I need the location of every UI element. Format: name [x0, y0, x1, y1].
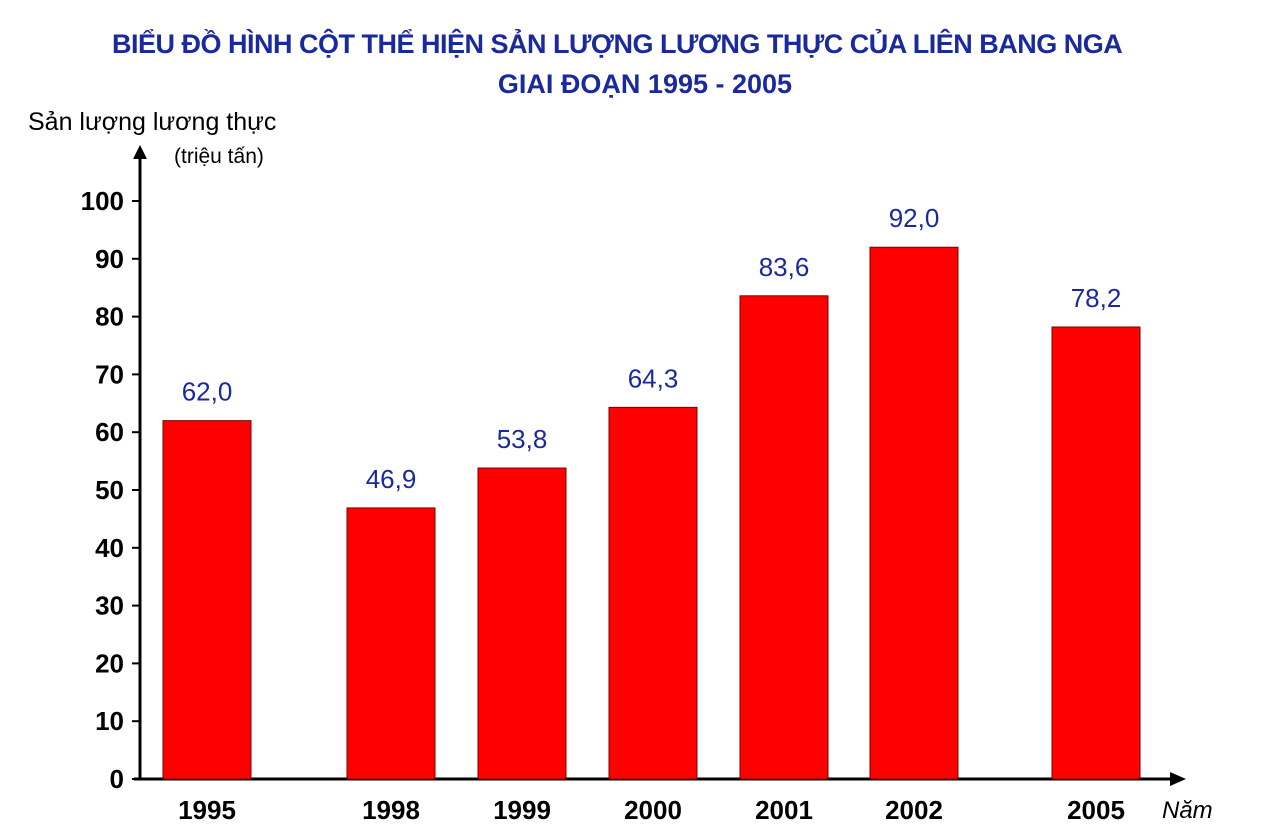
bar — [346, 507, 436, 780]
bar-value-label: 62,0 — [182, 377, 233, 407]
y-axis-label: Sản lượng lương thực — [28, 108, 276, 136]
y-tick-label: 0 — [110, 764, 124, 794]
chart-title-line2: GIAI ĐOẠN 1995 - 2005 — [497, 69, 793, 99]
bar — [162, 420, 252, 780]
bar-value-label: 78,2 — [1071, 283, 1122, 313]
y-tick-label: 80 — [95, 302, 124, 332]
x-tick-label: 2001 — [755, 795, 813, 825]
y-tick-label: 50 — [95, 475, 124, 505]
bar — [608, 406, 698, 780]
y-ticks: 0 10 20 30 40 50 60 70 80 90 100 — [81, 186, 140, 794]
bar — [1051, 326, 1141, 780]
bars — [162, 246, 1141, 780]
y-tick-label: 10 — [95, 706, 124, 736]
x-axis-arrow — [1170, 772, 1186, 786]
y-axis-arrow — [133, 145, 147, 159]
x-tick-label: 1995 — [178, 795, 236, 825]
y-tick-label: 30 — [95, 591, 124, 621]
y-tick-label: 100 — [81, 186, 124, 216]
x-tick-label: 1999 — [493, 795, 551, 825]
y-tick-label: 60 — [95, 417, 124, 447]
chart-title-line1: BIỂU ĐỒ HÌNH CỘT THỂ HIỆN SẢN LƯỢNG LƯƠN… — [112, 29, 1123, 59]
bar-value-label: 92,0 — [889, 203, 940, 233]
y-tick-label: 70 — [95, 359, 124, 389]
x-axis-label: Năm — [1162, 797, 1213, 824]
bar-value-label: 53,8 — [497, 424, 548, 454]
x-tick-label: 2002 — [885, 795, 943, 825]
x-tick-label: 2005 — [1067, 795, 1125, 825]
x-tick-label: 1998 — [362, 795, 420, 825]
bar — [869, 246, 959, 780]
y-tick-label: 90 — [95, 244, 124, 274]
labels: 62,0 1995 46,9 1998 53,8 1999 64,3 2000 83,6 2001… — [178, 203, 1125, 825]
bar-value-label: 83,6 — [759, 252, 810, 282]
y-axis-unit: (triệu tấn) — [174, 145, 264, 168]
bar — [477, 467, 567, 780]
bar — [739, 295, 829, 780]
bar-value-label: 64,3 — [628, 363, 679, 393]
y-tick-label: 40 — [95, 533, 124, 563]
x-tick-label: 2000 — [624, 795, 682, 825]
bar-value-label: 46,9 — [366, 464, 417, 494]
y-tick-label: 20 — [95, 648, 124, 678]
